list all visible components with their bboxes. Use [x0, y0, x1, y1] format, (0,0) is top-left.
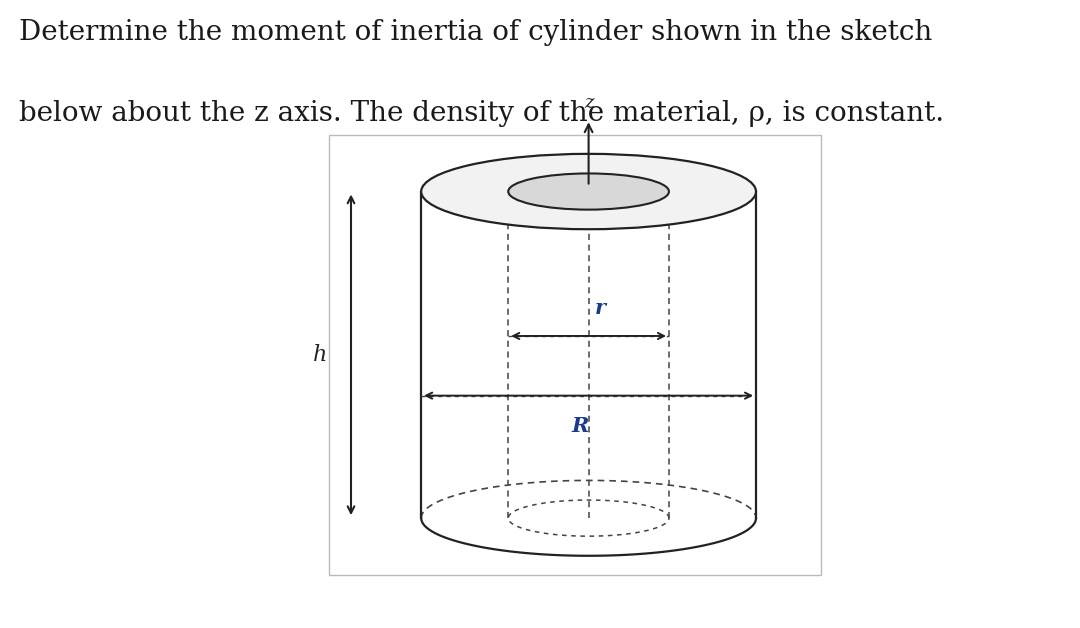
Text: h: h [313, 344, 327, 366]
Ellipse shape [421, 154, 756, 229]
Text: r: r [595, 298, 606, 318]
FancyBboxPatch shape [329, 135, 821, 575]
Text: below about the z axis. The density of the material, ρ, is constant.: below about the z axis. The density of t… [19, 100, 945, 127]
Text: z: z [584, 94, 593, 112]
Ellipse shape [509, 173, 669, 210]
Text: R: R [572, 416, 590, 436]
Text: Determine the moment of inertia of cylinder shown in the sketch: Determine the moment of inertia of cylin… [19, 19, 933, 46]
